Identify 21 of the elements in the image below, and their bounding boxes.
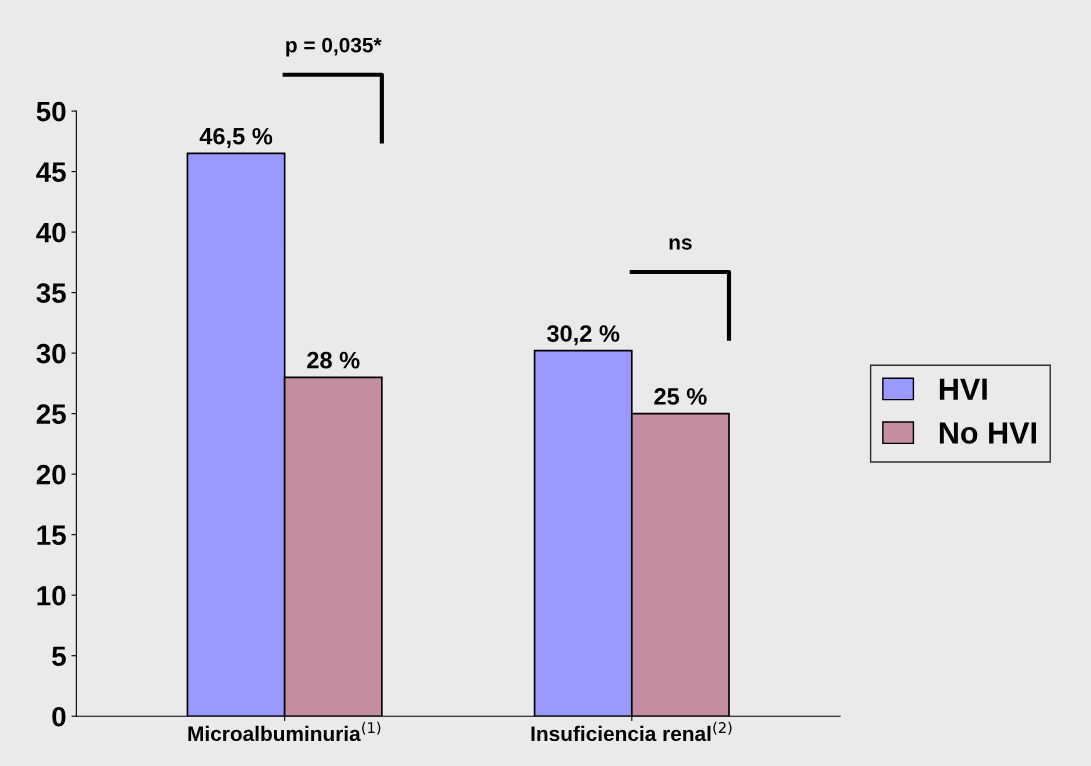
y-tick-label: 5	[52, 646, 66, 667]
y-tick-label: 0	[52, 706, 66, 727]
data-label: 28 %	[307, 351, 360, 369]
y-tick-label: 40	[36, 222, 66, 243]
legend-label: HVI	[939, 378, 987, 400]
x-tick-label: Microalbuminuria$^{(1)}$	[188, 721, 381, 742]
y-tick-label: 25	[36, 404, 66, 424]
annotation: ns	[669, 238, 692, 250]
y-tick-label: 30	[36, 343, 66, 364]
data-label: 46,5 %	[199, 127, 273, 149]
y-tick-label: 35	[36, 283, 66, 303]
y-tick-label: 10	[37, 585, 66, 606]
y-tick-label: 45	[36, 162, 66, 182]
data-label: 30,2 %	[546, 325, 620, 346]
data-label: 25 %	[654, 388, 707, 405]
y-tick-label: 15	[37, 525, 66, 546]
legend-label: No HVI	[939, 422, 1036, 444]
x-tick-label: Insuficiencia renal$^{(2)}$	[531, 721, 732, 742]
text: p = 0,035*	[286, 37, 382, 57]
y-tick-label: 20	[36, 464, 66, 485]
y-tick-label: 50	[36, 101, 66, 122]
